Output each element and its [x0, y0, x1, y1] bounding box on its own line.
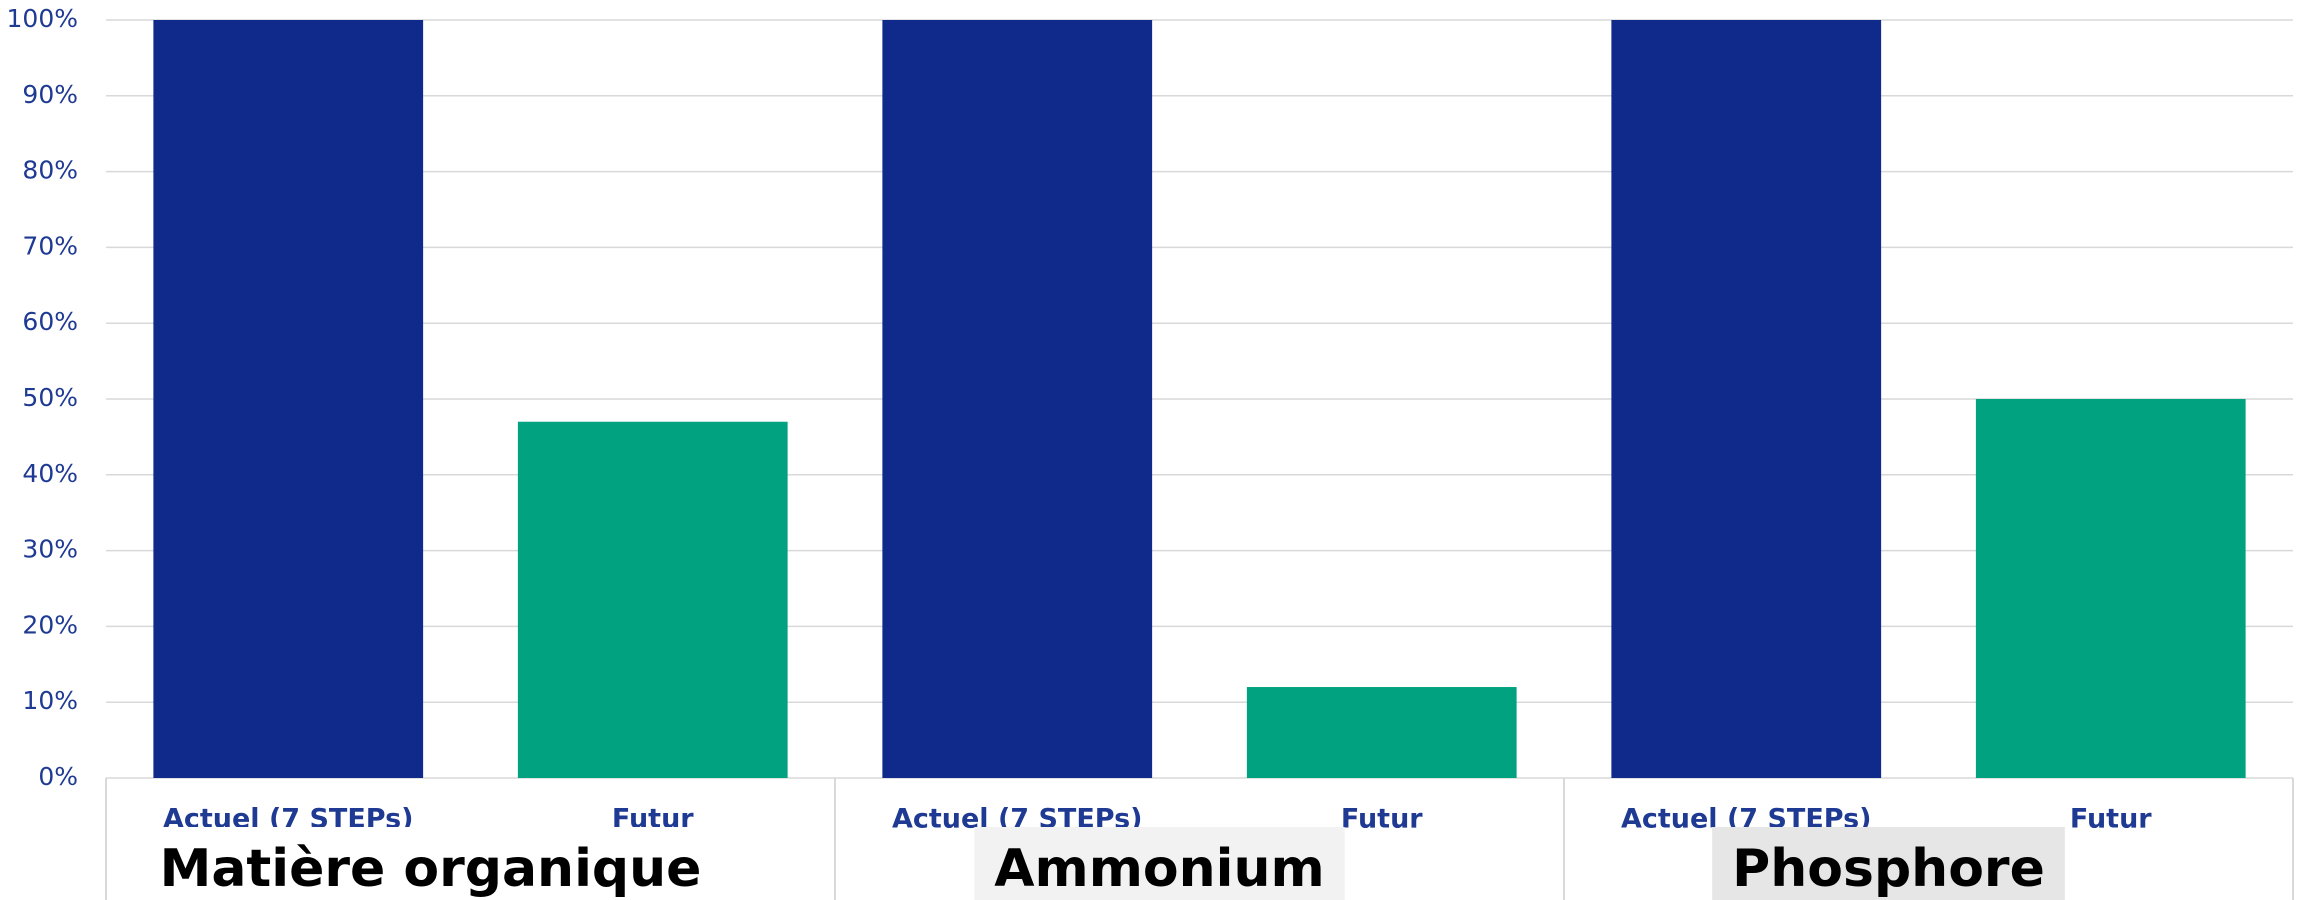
y-tick-label: 30% [22, 535, 78, 564]
bar [1611, 20, 1882, 778]
group-label: Phosphore [1732, 839, 2045, 899]
y-tick-label: 50% [22, 383, 78, 412]
grid: 0% 10% 20% 30% 40% 50% 60% 70% 80% 90% 100% [7, 4, 2293, 791]
y-tick-label: 90% [22, 80, 78, 109]
group-label-background [1712, 827, 2065, 900]
y-tick-label: 70% [22, 231, 78, 260]
group-label: Ammonium [994, 839, 1324, 899]
x-tick-label: Futur [2070, 804, 2152, 835]
bar [1246, 687, 1517, 778]
group-labels: Matière organique Ammonium Phosphore [105, 778, 2294, 900]
bars [153, 20, 2246, 778]
group-label: Matière organique [160, 839, 702, 899]
group-label-background [139, 827, 722, 900]
y-tick-label: 100% [7, 4, 78, 33]
y-tick-label: 0% [38, 762, 78, 791]
y-tick-label: 20% [22, 610, 78, 639]
bar [882, 20, 1153, 778]
y-tick-label: 10% [22, 686, 78, 715]
bar [517, 421, 788, 778]
y-tick-label: 80% [22, 156, 78, 185]
y-tick-label: 40% [22, 459, 78, 488]
x-tick-label: Futur [1341, 804, 1423, 835]
bar [153, 20, 424, 778]
y-tick-label: 60% [22, 307, 78, 336]
bar [1975, 399, 2246, 778]
group-label-background [974, 827, 1345, 900]
